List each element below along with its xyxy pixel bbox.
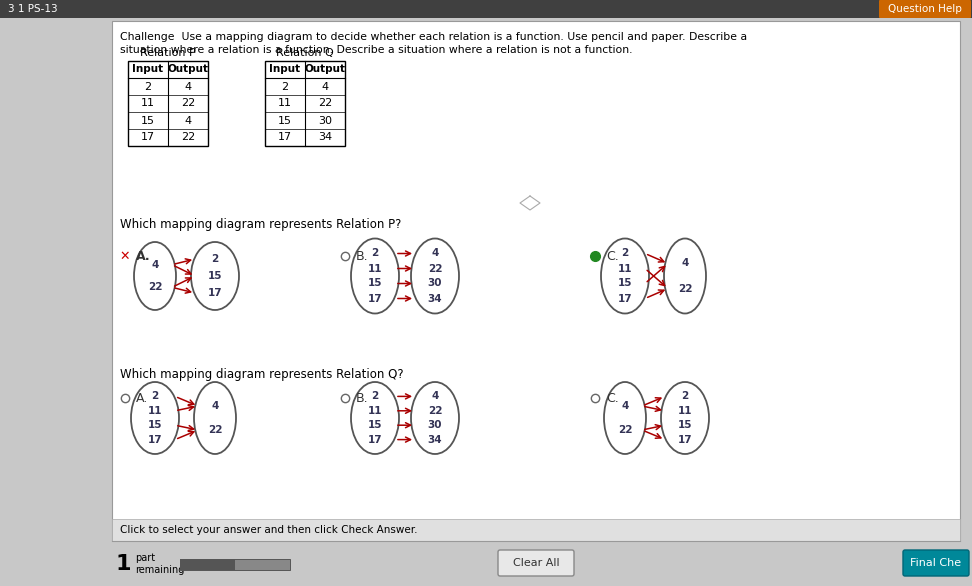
Text: 2: 2 — [621, 248, 629, 258]
Text: 17: 17 — [617, 294, 633, 304]
Text: 11: 11 — [618, 264, 632, 274]
Text: 11: 11 — [677, 406, 692, 416]
Bar — [112, 21, 960, 541]
Text: 2: 2 — [145, 81, 152, 91]
Text: 4: 4 — [211, 401, 219, 411]
Text: 11: 11 — [141, 98, 155, 108]
Text: Challenge  Use a mapping diagram to decide whether each relation is a function. : Challenge Use a mapping diagram to decid… — [120, 32, 747, 42]
Text: 30: 30 — [428, 278, 442, 288]
Bar — [112, 519, 960, 541]
Text: Question Help: Question Help — [888, 4, 962, 14]
Text: Final Che: Final Che — [911, 558, 961, 568]
Text: remaining: remaining — [135, 565, 185, 575]
Text: 22: 22 — [208, 425, 223, 435]
Text: 17: 17 — [208, 288, 223, 298]
Text: A.: A. — [136, 391, 149, 404]
Text: 4: 4 — [432, 248, 438, 258]
Text: 22: 22 — [318, 98, 332, 108]
Text: Which mapping diagram represents Relation P?: Which mapping diagram represents Relatio… — [120, 218, 401, 231]
Text: 1: 1 — [115, 554, 130, 574]
Text: 4: 4 — [621, 401, 629, 411]
Text: A.: A. — [136, 250, 151, 263]
Text: 17: 17 — [367, 294, 382, 304]
Text: 4: 4 — [432, 391, 438, 401]
Text: 11: 11 — [148, 406, 162, 416]
Text: 30: 30 — [428, 420, 442, 430]
Text: 34: 34 — [428, 294, 442, 304]
FancyBboxPatch shape — [498, 550, 574, 576]
Text: 11: 11 — [278, 98, 292, 108]
Bar — [265, 61, 345, 146]
Text: part: part — [135, 553, 156, 563]
Text: Relation Q: Relation Q — [276, 48, 333, 58]
Text: Which mapping diagram represents Relation Q?: Which mapping diagram represents Relatio… — [120, 368, 403, 381]
Text: 34: 34 — [428, 435, 442, 445]
Text: 17: 17 — [278, 132, 292, 142]
Text: 17: 17 — [148, 435, 162, 445]
Text: 2: 2 — [282, 81, 289, 91]
Text: 15: 15 — [141, 115, 155, 125]
Text: 15: 15 — [367, 420, 382, 430]
Text: 3 1 PS-13: 3 1 PS-13 — [8, 4, 57, 14]
Text: Output: Output — [167, 64, 209, 74]
Text: 2: 2 — [211, 254, 219, 264]
Text: 2: 2 — [152, 391, 158, 401]
Text: B.: B. — [356, 391, 368, 404]
Bar — [0, 0, 972, 18]
Bar — [180, 559, 290, 570]
FancyBboxPatch shape — [879, 0, 971, 18]
Bar — [128, 61, 208, 146]
Text: 4: 4 — [322, 81, 329, 91]
Text: 22: 22 — [181, 98, 195, 108]
Bar — [180, 559, 235, 570]
Bar — [0, 542, 972, 586]
Text: 15: 15 — [367, 278, 382, 288]
Text: B.: B. — [356, 250, 368, 263]
Text: situation where a relation is a function. Describe a situation where a relation : situation where a relation is a function… — [120, 45, 633, 55]
Text: 17: 17 — [677, 435, 692, 445]
Text: 17: 17 — [141, 132, 156, 142]
Text: 22: 22 — [428, 406, 442, 416]
Text: 2: 2 — [681, 391, 688, 401]
Text: Clear All: Clear All — [512, 558, 559, 568]
Text: 11: 11 — [367, 264, 382, 274]
Text: 22: 22 — [428, 264, 442, 274]
Text: 15: 15 — [677, 420, 692, 430]
Text: 22: 22 — [677, 284, 692, 294]
Text: C.: C. — [606, 250, 619, 263]
Text: 4: 4 — [185, 115, 191, 125]
Text: 22: 22 — [181, 132, 195, 142]
Text: 15: 15 — [148, 420, 162, 430]
Text: Input: Input — [132, 64, 163, 74]
Text: Click to select your answer and then click Check Answer.: Click to select your answer and then cli… — [120, 525, 418, 535]
Text: C.: C. — [606, 391, 619, 404]
FancyBboxPatch shape — [903, 550, 969, 576]
Text: 34: 34 — [318, 132, 332, 142]
Text: Relation P: Relation P — [140, 48, 196, 58]
Text: 4: 4 — [152, 260, 158, 270]
Text: 30: 30 — [318, 115, 332, 125]
Text: 15: 15 — [618, 278, 632, 288]
Text: 11: 11 — [367, 406, 382, 416]
Text: Input: Input — [269, 64, 300, 74]
Text: 2: 2 — [371, 248, 379, 258]
Text: 17: 17 — [367, 435, 382, 445]
Text: ✕: ✕ — [120, 250, 130, 263]
Text: 22: 22 — [148, 282, 162, 292]
Text: 22: 22 — [618, 425, 632, 435]
Text: Output: Output — [304, 64, 345, 74]
Text: 15: 15 — [278, 115, 292, 125]
Text: 4: 4 — [185, 81, 191, 91]
Text: 2: 2 — [371, 391, 379, 401]
Text: 15: 15 — [208, 271, 223, 281]
Text: 4: 4 — [681, 258, 689, 268]
